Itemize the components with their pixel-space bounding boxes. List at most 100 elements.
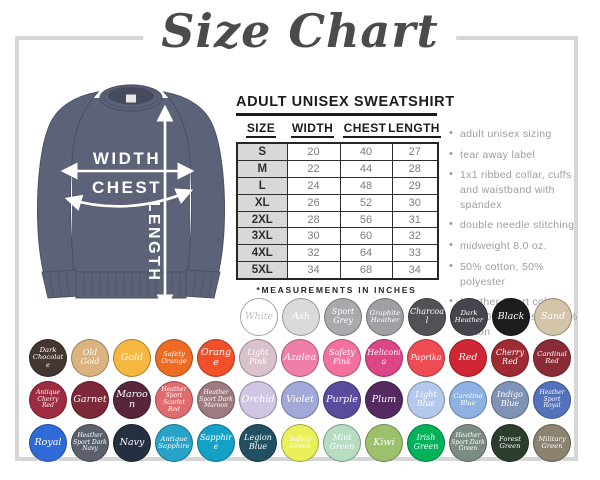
swatch-label: Kiwi [373,436,395,448]
right-sleeve [162,91,225,275]
column-header-chest: CHEST [342,121,388,138]
color-swatch-forest-green: Forest Green [491,424,529,462]
size-table-body: S 20 40 27 M 22 44 28 L 24 48 29 XL 26 52 30 2XL 28 56 31 3X… [236,142,439,280]
color-swatch-antique-cherry-red: Antique Cherry Red [29,381,67,419]
color-swatch-navy: Navy [113,424,151,462]
feature-item: adult unisex sizing [449,126,580,142]
swatch-label: Orange [200,346,232,368]
swatch-label: Safety Green [289,434,311,450]
left-sleeve [37,91,100,275]
color-swatch-antique-sapphire: Antique Sapphire [155,424,193,462]
measurement-cell: 24 [286,176,341,195]
swatch-label: Purple [326,393,358,405]
sweatshirt-diagram: WIDTH CHEST LENGTH [28,80,234,314]
color-swatch-purple: Purple [323,381,361,419]
color-swatch-heather-sport-dark-maroon: Heather Sport Dark Maroon [197,381,235,419]
measurement-cell: 30 [286,227,341,246]
size-table-row: L 24 48 29 [236,176,439,195]
swatch-label: Navy [119,436,145,448]
swatch-label: Orchid [241,393,275,405]
swatch-row-1: White Ash Sport Grey Graphite Heather Charco… [240,298,572,336]
color-swatch-plum: Plum [365,381,403,419]
swatch-label: Gold [120,351,144,363]
color-swatch-safety-orange: Safety Orange [155,339,193,377]
swatch-label: White [244,310,274,322]
color-swatch-azalea: Azalea [281,339,319,377]
measurement-cell: 34 [391,261,439,280]
feature-item: 1x1 ribbed collar, cuffs and waistband w… [449,167,580,212]
size-cell: 4XL [236,244,288,263]
measurement-cell: 32 [391,227,439,246]
swatch-label: Sport Grey [331,307,355,325]
measurement-cell: 26 [286,193,341,212]
measurement-cell: 44 [339,159,393,178]
column-header-length: LENGTH [387,121,441,138]
size-table-row: 3XL 30 60 32 [236,227,439,246]
swatch-label: Black [497,310,525,322]
color-swatch-sport-grey: Sport Grey [324,298,362,336]
measurement-cell: 20 [286,142,341,161]
color-swatch-heather-sport-royal: Heather Sport Royal [533,381,571,419]
color-swatch-sapphire: Sapphire [197,424,235,462]
color-swatch-military-green: Military Green [533,424,571,462]
swatch-label: Antique Cherry Red [36,389,60,410]
size-cell: 2XL [236,210,288,229]
sweatshirt-illustration: WIDTH CHEST LENGTH [37,84,225,312]
swatch-label: Graphite Heather [369,308,401,324]
color-swatch-irish-green: Irish Green [407,424,445,462]
color-swatch-dark-chocolate: Dark Chocolate [29,339,67,377]
feature-item: double needle stitching [449,217,580,233]
size-cell: S [236,142,288,161]
color-swatch-dark-heather: Dark Heather [450,298,488,336]
color-swatch-heather-sport-dark-green: Heather Sport Dark Green [449,424,487,462]
swatch-label: Dark Heather [454,308,484,324]
measurement-cell: 31 [391,210,439,229]
swatch-label: Safety Pink [329,348,355,366]
color-swatch-violet: Violet [281,381,319,419]
color-swatch-cherry-red: Cherry Red [491,339,529,377]
size-table-row: S 20 40 27 [236,142,439,161]
swatch-label: Indigo Blue [497,390,523,408]
measurement-cell: 64 [339,244,393,263]
swatch-label: Azalea [284,351,316,363]
color-swatch-safety-green: Safety Green [281,424,319,462]
swatch-label: Irish Green [413,433,439,451]
measurement-cell: 28 [391,159,439,178]
swatch-label: Safety Orange [161,349,187,365]
color-swatch-safety-pink: Safety Pink [323,339,361,377]
measurement-cell: 30 [391,193,439,212]
size-table-row: 5XL 34 68 34 [236,261,439,280]
color-swatch-maroon: Maroon [113,381,151,419]
swatch-label: Violet [286,393,314,405]
color-swatch-ash: Ash [282,298,320,336]
color-swatch-red: Red [449,339,487,377]
color-swatch-sand: Sand [534,298,572,336]
measurement-cell: 32 [286,244,341,263]
color-swatch-black: Black [492,298,530,336]
swatch-label: Old Gold [80,348,100,366]
measurement-cell: 52 [339,193,393,212]
swatch-label: Heliconia [367,348,401,366]
color-swatch-orange: Orange [197,339,235,377]
collar-tag [126,94,136,103]
color-swatch-light-pink: Light Pink [239,339,277,377]
color-swatch-white: White [240,298,278,336]
swatch-label: Paprika [410,352,442,362]
measurement-cell: 48 [339,176,393,195]
swatch-label: Heather Sport Dark Navy [73,432,107,453]
chest-label: CHEST [92,178,162,197]
swatch-label: Light Pink [247,348,269,366]
color-swatch-light-blue: Light Blue [407,381,445,419]
swatch-label: Plum [371,393,397,405]
size-cell: L [236,176,288,195]
measurement-cell: 28 [286,210,341,229]
color-swatch-garnet: Garnet [71,381,109,419]
color-swatch-heather-sport-dark-navy: Heather Sport Dark Navy [71,424,109,462]
length-label: LENGTH [145,202,162,283]
feature-item: midweight 8.0 oz. [449,238,580,254]
measurement-cell: 68 [339,261,393,280]
size-table: S 20 40 27 M 22 44 28 L 24 48 29 XL 26 52 30 2XL 28 56 31 3X… [236,142,439,281]
swatch-label: Cardinal Red [537,349,567,365]
size-chart-section: ADULT UNISEX SWEATSHIRT SIZE WIDTH CHEST… [236,94,454,295]
size-cell: XL [236,193,288,212]
